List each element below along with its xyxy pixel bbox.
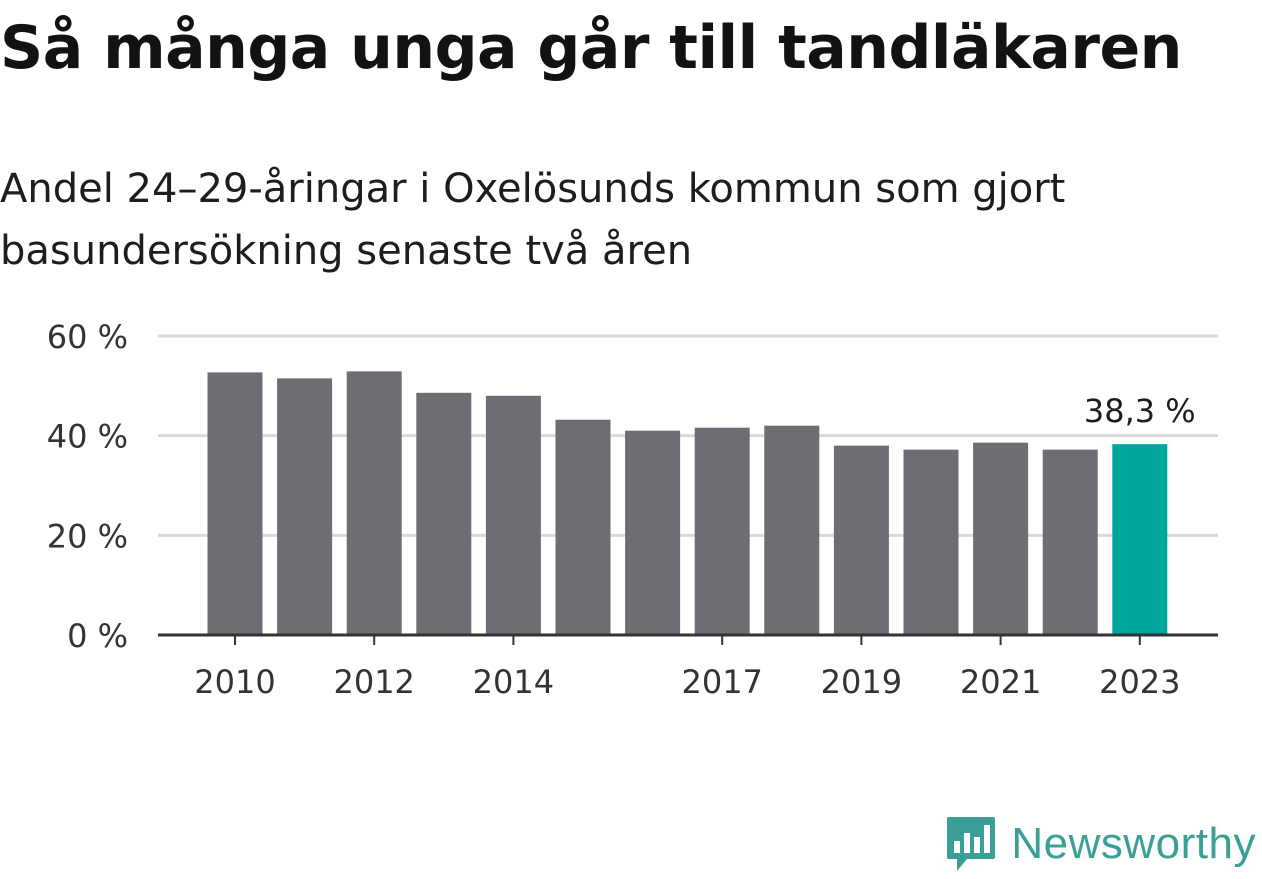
value-label: 38,3 %	[1084, 392, 1196, 430]
y-tick-label: 60 %	[47, 318, 128, 356]
y-tick-label: 20 %	[47, 517, 128, 555]
bar-2012	[346, 371, 402, 635]
brand-logo: Newsworthy	[945, 815, 1256, 873]
bars	[207, 371, 1168, 635]
brand-name: Newsworthy	[1011, 819, 1256, 868]
bar-2015	[555, 419, 611, 635]
bar-2016	[625, 430, 681, 635]
gridlines	[158, 334, 1218, 537]
y-tick-label: 40 %	[47, 418, 128, 456]
bar-2018	[764, 425, 820, 635]
x-tick-label: 2014	[473, 663, 554, 701]
bar-2010	[207, 372, 263, 635]
y-tick-label: 0 %	[67, 617, 128, 655]
chart-title: Så många unga går till tandläkaren	[0, 13, 1182, 83]
labels: 0 % 20 % 40 % 60 % 2010 2012 2014 2017 2019 2021 2…	[47, 318, 1196, 701]
x-tick-label: 2012	[333, 663, 414, 701]
bar-2022	[1042, 449, 1098, 635]
x-tick-label: 2019	[821, 663, 902, 701]
bar-2019	[833, 445, 889, 635]
bar-2013	[416, 392, 472, 635]
axes	[158, 633, 1218, 645]
bar-2023	[1112, 444, 1168, 635]
bar-2021	[973, 442, 1029, 635]
bar-2014	[485, 395, 541, 635]
bar-2017	[694, 427, 750, 635]
newsworthy-logo-icon	[947, 817, 996, 871]
x-tick-label: 2021	[960, 663, 1041, 701]
chart-subtitle: Andel 24–29-åringar i Oxelösunds kommun …	[0, 166, 1066, 274]
bar-2011	[277, 378, 333, 635]
x-tick-label: 2017	[681, 663, 762, 701]
bar-chart: 0 % 20 % 40 % 60 % 2010 2012 2014 2017 2019 2021 2…	[47, 318, 1218, 701]
x-tick-label: 2023	[1099, 663, 1180, 701]
x-tick-label: 2010	[194, 663, 275, 701]
bar-2020	[903, 449, 959, 635]
